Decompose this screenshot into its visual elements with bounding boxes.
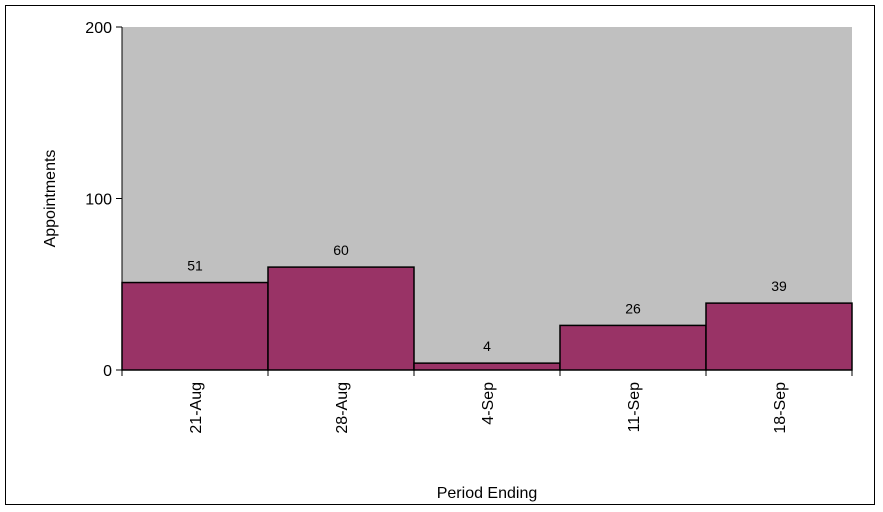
y-axis-title: Appointments bbox=[42, 150, 59, 248]
x-tick-label: 11-Sep bbox=[626, 382, 643, 433]
y-tick-label: 100 bbox=[85, 192, 112, 209]
y-tick-label: 0 bbox=[103, 363, 112, 380]
data-labels-group: 51 60 4 26 39 bbox=[187, 242, 787, 354]
bar-18-Sep bbox=[705, 302, 853, 371]
x-tick-label: 21-Aug bbox=[188, 382, 205, 434]
x-tick-label: 4-Sep bbox=[480, 382, 497, 425]
data-label: 26 bbox=[625, 300, 641, 316]
data-label: 51 bbox=[187, 258, 203, 274]
x-tick-label: 28-Aug bbox=[334, 382, 351, 434]
data-label: 4 bbox=[483, 338, 491, 354]
y-axis-ticks: 0 100 200 bbox=[85, 20, 122, 380]
bar-28-Aug bbox=[267, 266, 415, 371]
x-axis-tick-labels: 21-Aug 28-Aug 4-Sep 11-Sep 18-Sep bbox=[188, 382, 789, 434]
bar-21-Aug bbox=[121, 281, 269, 371]
x-tick-label: 18-Sep bbox=[772, 382, 789, 434]
bars-group bbox=[121, 266, 853, 371]
bar-4-Sep bbox=[413, 362, 561, 371]
data-label: 60 bbox=[333, 242, 349, 258]
x-axis-title: Period Ending bbox=[437, 485, 538, 502]
x-axis-ticks bbox=[121, 370, 853, 376]
bar-11-Sep bbox=[559, 324, 707, 371]
data-label: 39 bbox=[771, 278, 787, 294]
y-tick-label: 200 bbox=[85, 20, 112, 37]
